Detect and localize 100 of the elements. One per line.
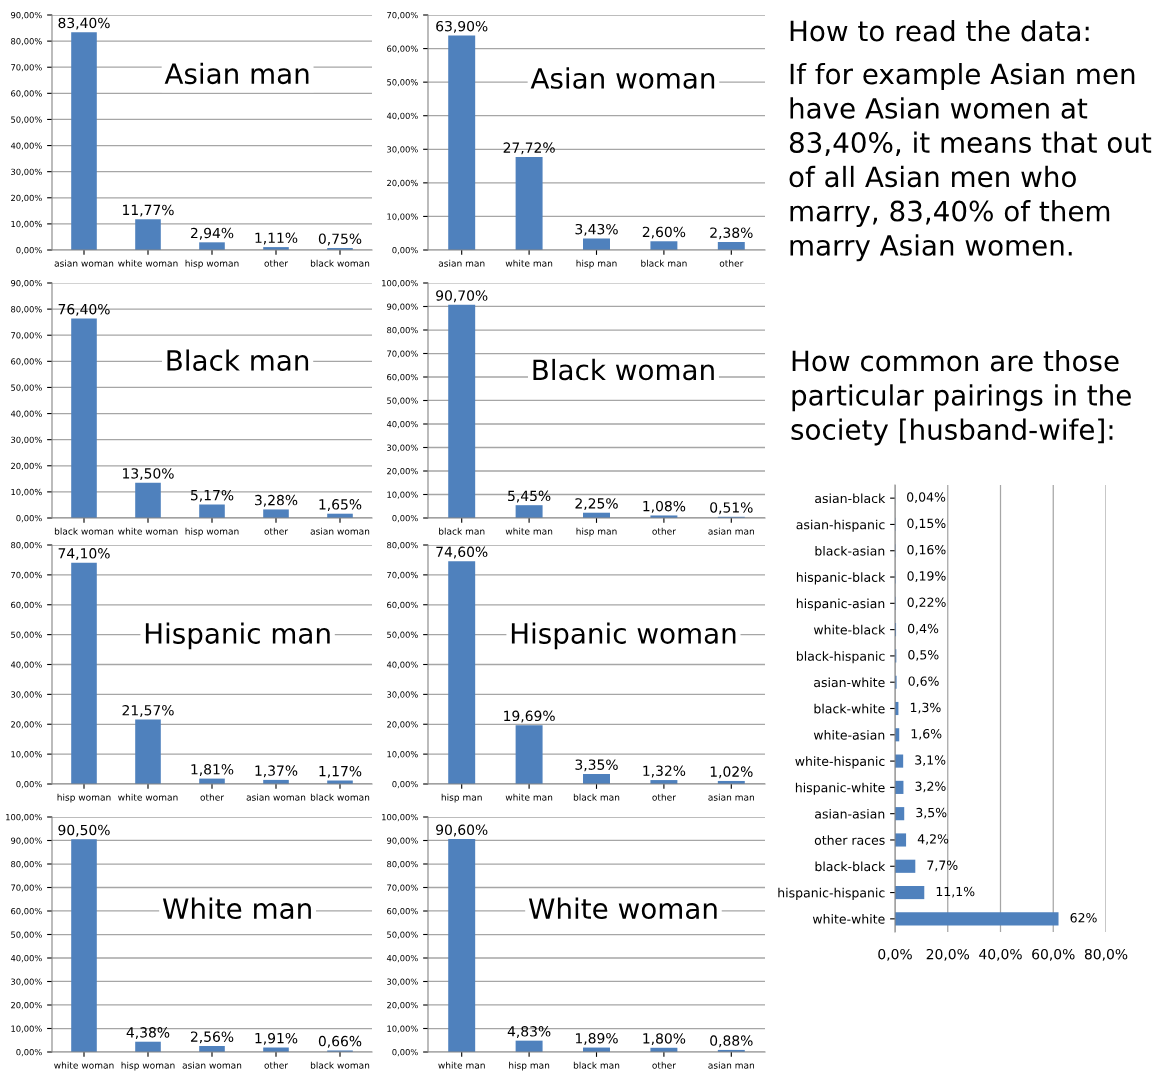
data-label: 0,4% <box>907 623 939 635</box>
x-tick-label: white man <box>505 259 553 267</box>
y-tick-label: 30,00% <box>11 978 42 986</box>
x-tick-label: black woman <box>310 259 370 267</box>
x-tick-label: black woman <box>310 1061 370 1069</box>
data-label: 1,89% <box>575 1032 618 1045</box>
y-tick-label: black-asian <box>815 545 885 556</box>
y-tick-label: 10,00% <box>387 1025 418 1033</box>
data-label: 0,15% <box>907 518 946 530</box>
y-tick-label: 10,00% <box>387 213 418 221</box>
y-tick-label: 30,00% <box>11 691 42 699</box>
y-tick-label: 60,00% <box>387 601 418 609</box>
y-tick-label: asian-hispanic <box>796 519 885 532</box>
y-tick-label: 90,00% <box>387 303 418 311</box>
y-tick-label: other races <box>814 835 885 845</box>
data-label: 13,50% <box>123 468 174 481</box>
data-label: 74,10% <box>58 548 110 560</box>
y-tick-label: 60,00% <box>387 45 418 53</box>
y-tick-label: 40,00% <box>10 661 42 669</box>
y-tick-label: white-black <box>813 624 886 635</box>
y-tick-label: 40,00% <box>386 954 418 963</box>
y-tick-label: 80,00% <box>11 38 42 46</box>
data-label: 83,40% <box>58 17 110 30</box>
y-tick-label: 70,00% <box>11 332 42 340</box>
y-tick-label: 70,00% <box>387 11 418 20</box>
y-tick-label: 40,00% <box>10 954 42 963</box>
x-tick-label: asian man <box>708 527 754 535</box>
y-tick-label: 10,00% <box>11 488 42 497</box>
y-tick-label: 40,00% <box>386 112 418 120</box>
y-tick-label: 30,00% <box>387 691 418 699</box>
y-tick-label: 20,00% <box>11 1001 42 1010</box>
x-tick-label: other <box>652 1061 676 1069</box>
y-tick-label: asian-white <box>814 677 885 688</box>
y-tick-label: 30,00% <box>11 168 42 176</box>
x-tick-label: other <box>264 527 289 535</box>
y-tick-label: 10,00% <box>11 751 42 759</box>
data-label: 1,11% <box>255 232 298 245</box>
y-tick-label: white-asian <box>813 730 885 740</box>
data-label: 1,81% <box>191 764 234 776</box>
data-label: 1,17% <box>319 765 362 778</box>
y-tick-label: 70,00% <box>11 884 42 892</box>
y-tick-label: 50,00% <box>11 631 42 639</box>
y-tick-label: 20,00% <box>11 721 42 729</box>
text: Asian man <box>164 62 309 85</box>
data-label: 1,80% <box>643 1033 686 1046</box>
y-tick-label: 80,00% <box>11 541 42 550</box>
y-tick-label: 10,00% <box>387 491 418 499</box>
y-tick-label: 40,00% <box>10 410 42 418</box>
y-tick-label: 0,00% <box>392 246 418 255</box>
data-label: 0,5% <box>908 650 939 661</box>
y-tick-label: black-hispanic <box>796 651 885 664</box>
y-tick-label: hispanic-white <box>795 782 885 795</box>
data-label: 3,35% <box>575 759 618 772</box>
text: Black man <box>167 349 309 371</box>
y-tick-label: white-hispanic <box>795 756 885 769</box>
y-tick-label: asian-black <box>815 493 886 504</box>
y-tick-label: 80,00% <box>387 326 418 335</box>
y-tick-label: 70,00% <box>387 350 418 358</box>
x-tick-label: other <box>264 259 289 267</box>
y-tick-label: 50,00% <box>11 116 42 124</box>
y-tick-label: 80,00% <box>387 541 418 550</box>
y-tick-label: 20,00% <box>387 467 418 476</box>
y-tick-label: 0,00% <box>16 514 42 523</box>
y-tick-label: hispanic-black <box>796 572 886 585</box>
x-tick-label: other <box>652 527 676 535</box>
data-label: 11,1% <box>936 886 975 898</box>
x-tick-label: other <box>652 793 676 801</box>
data-label: 2,56% <box>190 1031 234 1044</box>
data-label: 1,02% <box>710 766 753 779</box>
data-label: 90,60% <box>436 824 488 837</box>
y-tick-label: white-white <box>812 914 885 924</box>
x-tick-label: hisp woman <box>185 259 239 269</box>
y-tick-label: 50,00% <box>387 397 418 405</box>
x-tick-label: asian woman <box>54 259 114 267</box>
x-tick-label: black woman <box>54 527 114 535</box>
y-tick-label: 100,00% <box>6 813 42 822</box>
data-label: 4,83% <box>507 1026 551 1038</box>
y-tick-label: 60,00% <box>11 90 42 98</box>
y-tick-label: 70,00% <box>11 571 42 580</box>
x-tick-label: asian woman <box>310 527 370 535</box>
y-tick-label: 0,00% <box>16 780 42 789</box>
x-tick-label: white woman <box>54 1061 114 1069</box>
data-label: 4,2% <box>917 834 949 845</box>
y-tick-label: 70,00% <box>11 64 42 72</box>
y-tick-label: 100,00% <box>382 279 418 288</box>
y-tick-label: 90,00% <box>11 837 42 845</box>
y-tick-label: 60,00% <box>11 907 42 916</box>
y-tick-label: 0,00% <box>392 514 418 523</box>
y-tick-label: 30,00% <box>11 436 42 444</box>
x-tick-label: other <box>719 259 744 267</box>
y-tick-label: 80,00% <box>387 860 418 869</box>
x-tick-label: asian man <box>438 259 485 267</box>
data-label: 1,08% <box>643 500 686 513</box>
data-label: 19,69% <box>504 710 555 723</box>
x-tick-label: white man <box>505 527 553 535</box>
y-tick-label: 10,00% <box>387 751 418 759</box>
x-tick-label: white man <box>438 1061 485 1069</box>
y-tick-label: 10,00% <box>11 1025 42 1033</box>
data-label: 63,90% <box>436 20 488 33</box>
y-tick-label: 20,00% <box>11 462 42 470</box>
